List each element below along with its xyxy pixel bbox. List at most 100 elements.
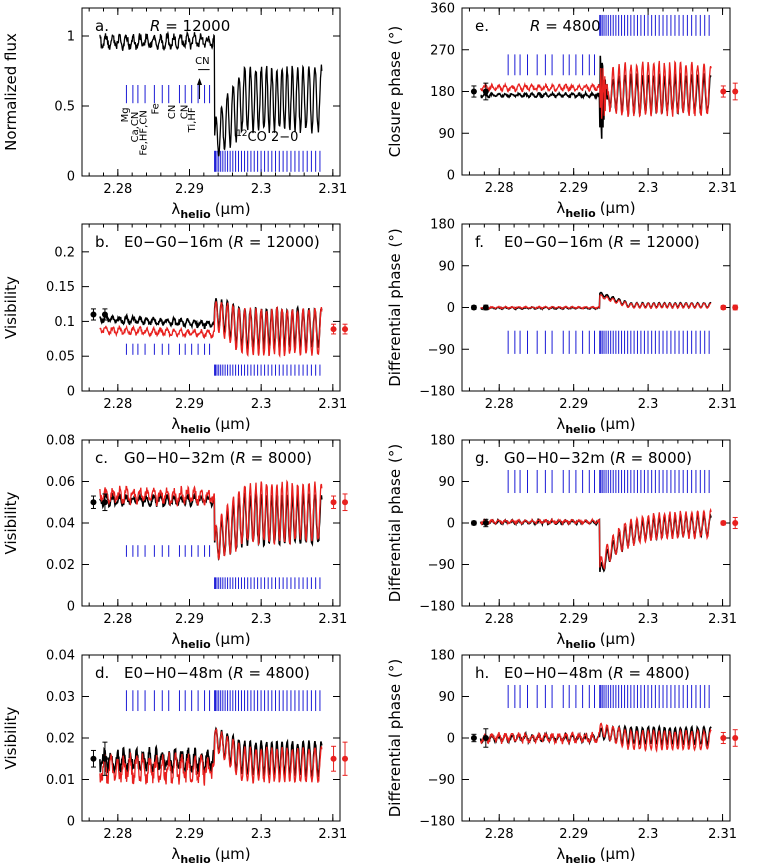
panel-d: 2.28 2.29 2.3 2.31 0 0.01 0.02 0.03 0.04 λhelio (μ… [2,649,349,866]
panel-label: d. [95,664,109,682]
x-axis-label: λhelio (μm) [556,630,635,651]
error-point [732,735,739,741]
x-tick-label: 2.3 [251,182,272,197]
x-tick-label: 2.28 [103,397,132,412]
error-point [342,499,349,506]
error-point [732,520,739,526]
line-id-label: Ca,CN [130,112,141,143]
x-tick-label: 2.3 [638,181,659,196]
y-tick-label: 0 [447,732,455,747]
y-tick-label: 1 [67,30,75,45]
error-point [330,755,337,762]
y-tick-label: 0.1 [54,315,75,330]
y-tick-label: 0.01 [46,773,75,788]
x-tick-label: 2.3 [638,827,659,842]
x-tick-label: 2.31 [318,182,347,197]
x-tick-label: 2.29 [559,612,588,627]
panel-e: 2.28 2.29 2.3 2.31 0 90 180 270 360 λhelio (μm) Clo… [386,2,739,220]
x-tick-label: 2.28 [103,182,132,197]
error-point [482,735,489,741]
panel-label: c. [95,449,108,467]
error-point [470,735,477,741]
x-tick-label: 2.3 [251,612,272,627]
series-line [480,294,712,310]
y-tick-label: 270 [430,43,455,58]
y-tick-label: 0.03 [46,690,75,705]
panel-h: 2.28 2.29 2.3 2.31 −180 −90 0 90 180 λhelio (μm) Di… [386,649,739,866]
y-axis-label: Differential phase(°) [386,228,404,387]
panel-label: a. [95,17,109,35]
y-tick-label: 0.15 [46,280,75,295]
error-point [90,311,97,318]
line-id-label: CN [167,105,178,119]
error-point [330,326,337,333]
panel-g: 2.28 2.29 2.3 2.31 −180 −90 0 90 180 λhelio (μm) Di… [386,434,739,651]
y-tick-label: 90 [438,259,455,274]
x-axis-label: λhelio (μm) [171,630,250,651]
line-id-label: Ti,HF [187,107,198,133]
y-tick-label: −90 [428,343,455,358]
y-tick-label: 0 [67,385,75,400]
y-tick-label: 0.02 [46,558,75,573]
error-point [330,499,337,506]
error-point [101,499,108,506]
y-tick-label: 180 [430,218,455,233]
error-point [720,304,727,311]
y-tick-label: 90 [438,690,455,705]
x-tick-label: 2.31 [318,827,347,842]
x-axis-label: λhelio (μm) [556,415,635,436]
panel-title: E0−G0−16m (R = 12000) [124,233,320,251]
x-tick-label: 2.31 [708,827,737,842]
error-point [720,520,727,526]
error-point [470,304,477,311]
panel-label: f. [475,233,484,251]
line-id-label: CN [195,56,209,67]
y-tick-label: −90 [428,558,455,573]
x-tick-label: 2.29 [175,182,204,197]
x-tick-label: 2.28 [485,827,514,842]
co-annotation: 12CO 2−0 [236,129,298,145]
x-tick-label: 2.31 [318,612,347,627]
x-tick-label: 2.29 [559,397,588,412]
series-line [479,60,712,119]
panel-title: G0−H0−32m (R = 8000) [504,449,692,467]
x-axis-label: λhelio (μm) [171,845,250,866]
y-tick-label: 180 [430,649,455,664]
series-line [99,479,323,560]
panel-a: 2.28 2.29 2.3 2.31 0 0.5 1 λhelio (μm) Normalized… [2,7,347,221]
y-tick-label: 0 [447,169,455,184]
x-axis-label: λhelio (μm) [171,200,250,221]
x-tick-label: 2.3 [251,827,272,842]
error-point [90,499,97,506]
series-line [99,30,323,157]
x-tick-label: 2.3 [251,397,272,412]
error-point [101,755,108,762]
y-tick-label: 0.5 [54,100,75,115]
series-line [99,301,323,359]
y-tick-label: 0 [447,301,455,316]
panel-title: R = 12000 [150,17,230,35]
y-tick-label: 0.2 [54,245,75,260]
y-tick-label: −90 [428,773,455,788]
x-tick-label: 2.3 [638,397,659,412]
error-point [470,88,477,95]
line-id-label: Fe,HF,CN [139,110,150,155]
line-id-label: Fe [151,103,162,114]
y-axis-label: Closure phase(°) [386,26,404,157]
panel-label: e. [475,17,489,35]
x-tick-label: 2.31 [708,397,737,412]
y-tick-label: 90 [438,475,455,490]
panel-b: 2.28 2.29 2.3 2.31 0 0.05 0.1 0.15 0.2 λhelio (μm)… [2,223,349,436]
y-tick-label: 0 [67,170,75,185]
panel-title: E0−H0−48m (R = 4800) [504,664,690,682]
panel-title: E0−H0−48m (R = 4800) [124,664,310,682]
y-tick-label: 0.02 [46,732,75,747]
x-tick-label: 2.29 [175,397,204,412]
x-tick-label: 2.28 [485,612,514,627]
y-tick-label: 0 [67,600,75,615]
x-tick-label: 2.3 [638,612,659,627]
error-point [101,311,108,318]
panel-f: 2.28 2.29 2.3 2.31 −180 −90 0 90 180 λhelio (μm) Di… [386,218,739,436]
y-tick-label: −180 [419,385,455,400]
